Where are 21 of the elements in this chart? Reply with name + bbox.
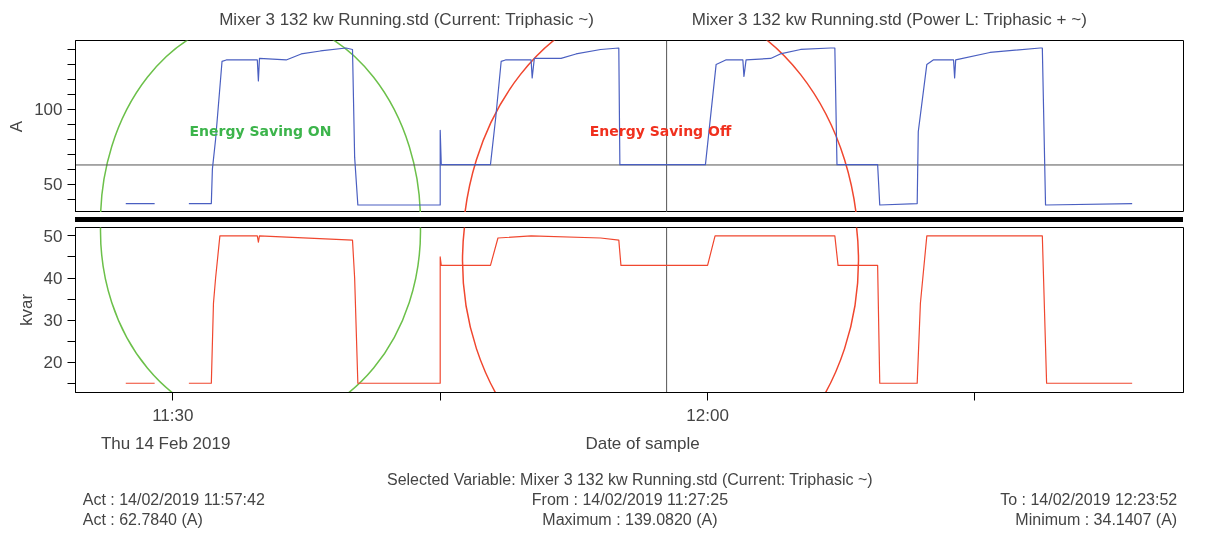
text: Minimum : 34.1407 (A) bbox=[1015, 511, 1178, 528]
y-tick-label: 100 bbox=[34, 100, 63, 120]
y-tick-label: 20 bbox=[43, 353, 63, 373]
text: Mixer 3 132 kw Running.std (Power L: Triphasic + ~) bbox=[691, 10, 1087, 30]
text: To : 14/02/2019 12:23:52 bbox=[1000, 491, 1178, 508]
series-label: Mixer 3 132 kw Running.std (Current: Triphasic ~) bbox=[219, 10, 594, 30]
text: Thu 14 Feb 2019 bbox=[100, 434, 231, 453]
x-axis-title: Date of sample bbox=[585, 434, 700, 453]
text: From : 14/02/2019 11:27:25 bbox=[531, 491, 729, 508]
text: Act : 14/02/2019 11:57:42 bbox=[82, 491, 265, 508]
y-tick-label: 50 bbox=[43, 175, 63, 195]
text: Selected Variable: Mixer 3 132 kw Running.std (Current: Triphasic ~) bbox=[386, 471, 873, 488]
y-tick-label: 40 bbox=[43, 269, 63, 289]
y-tick-label: 50 bbox=[43, 226, 63, 246]
y-axis-title: A bbox=[7, 120, 27, 133]
text: Act : 62.7840 (A) bbox=[82, 511, 203, 528]
text: Maximum : 139.0820 (A) bbox=[542, 511, 718, 528]
y-tick-label: 30 bbox=[43, 311, 63, 331]
x-tick-label: 11:30 bbox=[152, 405, 194, 425]
x-tick-label: 12:00 bbox=[686, 405, 729, 425]
y-axis-title: kvar bbox=[16, 293, 36, 327]
